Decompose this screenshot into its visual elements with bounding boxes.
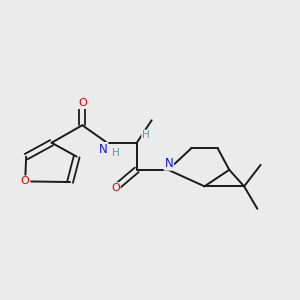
Text: N: N [99,143,107,156]
Text: H: H [142,130,150,140]
Text: N: N [164,157,173,170]
Text: O: O [78,98,87,108]
Text: O: O [21,176,29,186]
Text: O: O [111,183,120,193]
Text: H: H [112,148,120,158]
